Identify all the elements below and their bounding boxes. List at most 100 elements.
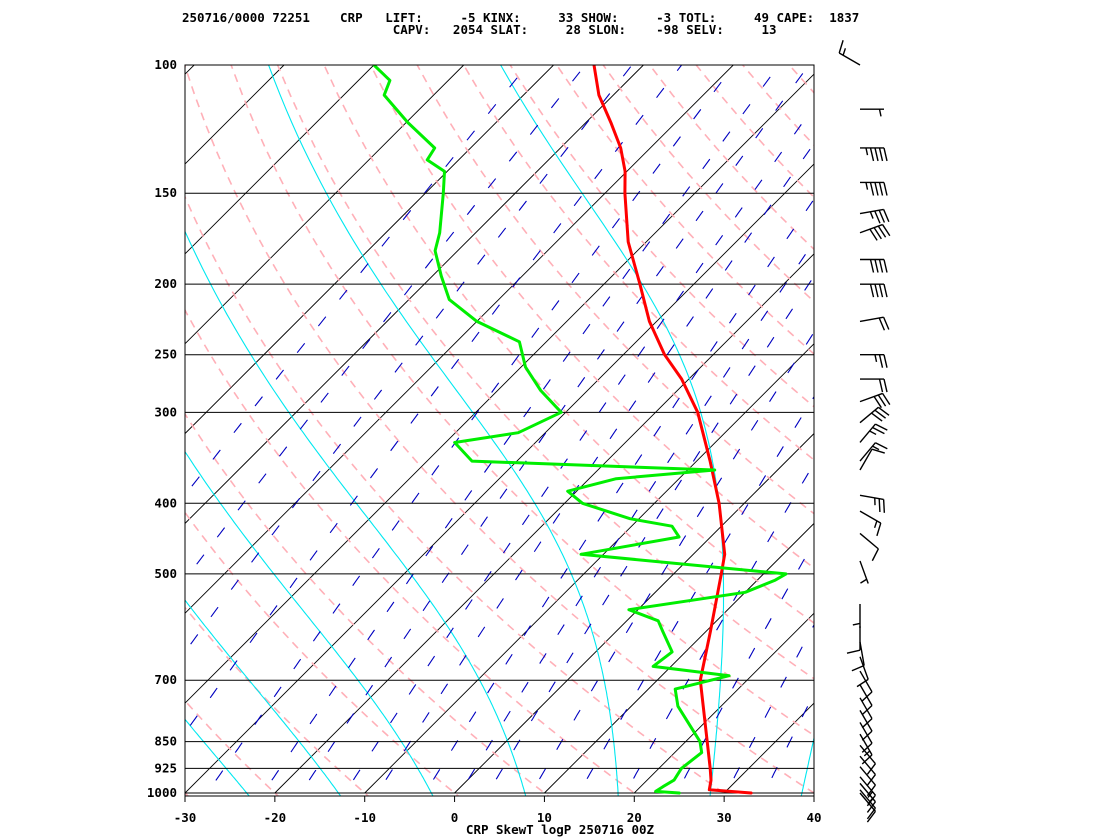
mixing-ratio-line bbox=[806, 780, 814, 796]
isotherm-line bbox=[274, 253, 814, 794]
wind-barb-shaft bbox=[859, 442, 876, 462]
mixing-ratio-line bbox=[576, 395, 814, 796]
sounding-header: 250716/0000 72251 CRP LIFT: -5 KINX: 33 … bbox=[0, 0, 1120, 60]
wind-barb-flag bbox=[856, 678, 869, 688]
dry-adiabat bbox=[185, 699, 280, 796]
x-tick-label: 20 bbox=[627, 810, 642, 825]
mixing-ratio-line bbox=[342, 105, 814, 796]
wind-barb-shaft bbox=[859, 641, 865, 666]
isotherm-line bbox=[185, 65, 554, 435]
wind-barb-flag bbox=[869, 147, 875, 162]
wind-barb-flag bbox=[878, 354, 884, 368]
wind-barb bbox=[860, 181, 888, 196]
wind-barb-flag bbox=[881, 224, 891, 237]
mixing-ratio-line bbox=[185, 65, 683, 734]
moist-adiabat bbox=[185, 230, 527, 796]
y-tick-label: 700 bbox=[154, 672, 177, 687]
wind-barb-half-flag bbox=[865, 182, 869, 190]
mixing-ratio-line bbox=[204, 65, 735, 796]
x-tick-label: -10 bbox=[353, 810, 376, 825]
temperature-profile bbox=[592, 65, 753, 795]
dry-adiabat bbox=[882, 65, 1120, 808]
wind-barb-flag bbox=[869, 182, 875, 196]
wind-barb-shaft bbox=[859, 755, 876, 775]
y-tick-label: 100 bbox=[154, 57, 177, 72]
header-line-2: CAPV: 2054 SLAT: 28 SLON: -98 SELV: 13 bbox=[182, 22, 777, 37]
wind-barb-flag bbox=[851, 664, 865, 672]
wind-barb bbox=[838, 40, 861, 66]
dry-adiabat bbox=[185, 511, 460, 796]
mixing-ratio-line bbox=[529, 331, 814, 796]
wind-barb-flag bbox=[861, 754, 873, 765]
isotherm-line bbox=[185, 65, 465, 345]
y-tick-label: 500 bbox=[154, 566, 177, 581]
wind-barb-flag bbox=[874, 147, 879, 162]
mixing-ratio-line bbox=[260, 65, 780, 796]
isotherm-line bbox=[185, 65, 734, 614]
wind-barb-half-flag bbox=[865, 147, 869, 156]
wind-barb-shaft bbox=[859, 710, 873, 732]
dry-adiabat bbox=[695, 65, 814, 199]
wind-barb-flag bbox=[869, 283, 875, 298]
background-lines bbox=[0, 65, 1120, 808]
dry-adiabat bbox=[276, 65, 814, 680]
wind-barb bbox=[859, 792, 876, 823]
x-tick-label: -30 bbox=[174, 810, 197, 825]
wind-barb bbox=[859, 406, 890, 424]
dry-adiabat bbox=[185, 195, 731, 796]
wind-barb-flag bbox=[873, 396, 882, 409]
wind-barb-shaft bbox=[859, 494, 884, 501]
x-axis-ticks: -30 -20 -10 0 10 20 30 40 bbox=[174, 796, 822, 825]
wind-barb-flag bbox=[871, 448, 885, 454]
moist-adiabat bbox=[888, 65, 1120, 808]
wind-barb-flag bbox=[878, 317, 886, 331]
wind-barb-flag bbox=[883, 283, 888, 298]
isotherm-line bbox=[813, 792, 814, 793]
wind-barb-flag bbox=[883, 259, 888, 273]
wind-barb-flag bbox=[874, 283, 879, 298]
y-tick-label: 150 bbox=[154, 185, 177, 200]
wind-barb-flag bbox=[874, 182, 879, 196]
wind-barb-flag bbox=[878, 259, 884, 273]
wind-barb-shaft bbox=[859, 510, 882, 524]
dry-adiabat bbox=[463, 65, 814, 461]
wind-barb-shaft bbox=[859, 406, 879, 424]
wind-barb bbox=[856, 656, 869, 688]
wind-barb-shaft bbox=[859, 789, 876, 809]
moist-adiabat bbox=[185, 599, 342, 796]
wind-barb-shaft bbox=[859, 670, 873, 693]
wind-barb-flag bbox=[882, 209, 890, 222]
dry-adiabat bbox=[185, 308, 640, 796]
x-tick-label: 0 bbox=[451, 810, 459, 825]
y-axis-ticks: 100 150 200 250 300 400 500 700 850 925 1000 bbox=[147, 57, 177, 800]
mixing-ratio-line bbox=[674, 540, 814, 796]
wind-barb-flag bbox=[881, 393, 891, 405]
dry-adiabat bbox=[788, 65, 814, 94]
moist-adiabat bbox=[268, 65, 619, 796]
moist-adiabat bbox=[185, 450, 434, 796]
mixing-ratio-line bbox=[623, 462, 814, 796]
moist-adiabat bbox=[185, 718, 250, 796]
wind-barb-flag bbox=[877, 406, 890, 416]
dry-adiabat bbox=[929, 65, 1120, 808]
wind-barb-flag bbox=[883, 354, 888, 368]
wind-barb-half-flag bbox=[869, 430, 877, 436]
wind-barb-flag bbox=[878, 283, 884, 298]
wind-barb bbox=[859, 532, 880, 562]
moist-adiabat bbox=[0, 65, 80, 808]
isotherm-line bbox=[185, 65, 644, 525]
wind-barb bbox=[859, 223, 891, 241]
y-tick-label: 400 bbox=[154, 495, 177, 510]
dry-adiabat bbox=[416, 65, 814, 515]
wind-barb-flag bbox=[883, 147, 888, 162]
wind-barb bbox=[859, 423, 888, 443]
wind-barb bbox=[860, 378, 888, 393]
wind-barb bbox=[859, 510, 882, 537]
wind-barb bbox=[860, 147, 888, 162]
mixing-ratio-line bbox=[724, 623, 814, 796]
isotherm-line bbox=[185, 65, 375, 255]
wind-barb-half-flag bbox=[872, 445, 880, 451]
wind-barb bbox=[859, 442, 888, 462]
wind-barb-flag bbox=[875, 423, 888, 431]
wind-barb-flag bbox=[876, 522, 882, 537]
